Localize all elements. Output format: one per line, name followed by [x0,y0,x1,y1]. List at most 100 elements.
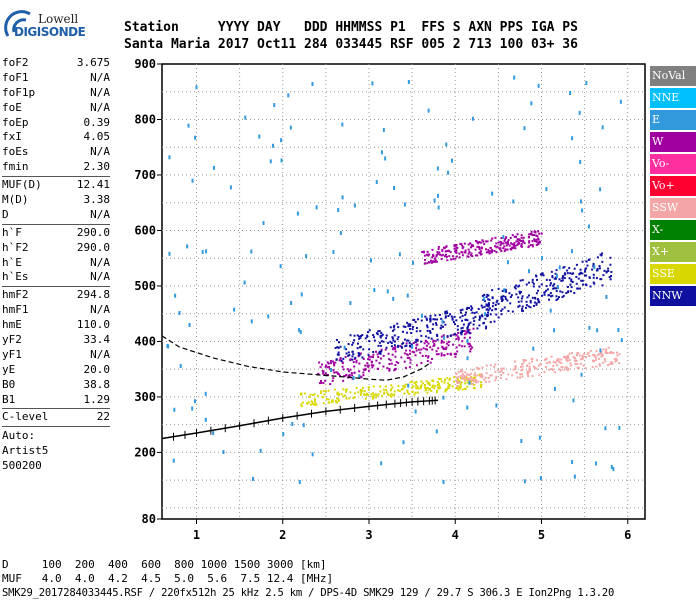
echo-point [387,393,390,396]
echo-point [355,386,358,389]
echo-point [458,344,461,347]
echo-point [556,273,559,278]
echo-point [325,364,328,367]
x-tick-label: 4 [452,528,459,542]
echo-point [438,313,441,316]
echo-point [429,361,432,364]
echo-point [615,357,618,360]
param-value: 12.41 [76,178,110,192]
echo-point [407,323,410,326]
echo-point [456,384,459,387]
echo-point [543,291,546,294]
echo-point [573,267,576,270]
echo-point [443,347,446,350]
echo-point [449,313,452,316]
echo-point [456,350,459,353]
echo-point [204,391,207,396]
echo-point [599,187,602,192]
echo-point [583,352,586,355]
echo-point [461,251,464,254]
echo-point [339,230,342,235]
echo-point [561,277,564,280]
echo-point [259,448,262,453]
echo-point [575,282,578,285]
echo-point [525,359,528,362]
echo-point [356,334,359,337]
echo-point [380,331,383,334]
echo-point [463,330,466,333]
echo-point [471,368,474,371]
echo-point [474,376,477,379]
echo-point [557,285,560,290]
echo-point [405,353,408,356]
echo-point [433,198,436,203]
echo-point [347,354,350,357]
echo-point [458,387,461,390]
echo-point [569,272,572,275]
echo-point [472,323,475,326]
echo-point [431,256,434,259]
echo-point [409,323,412,326]
echo-point [527,305,530,308]
echo-point [552,364,555,367]
echo-point [395,361,398,364]
echo-point [467,330,470,333]
echo-point [428,388,431,391]
legend-entry: E [650,110,696,130]
echo-point [449,251,452,254]
echo-point [592,353,595,356]
echo-point [609,362,612,365]
echo-point [303,392,306,395]
echo-point [478,367,481,370]
echo-point [477,367,480,370]
echo-point [368,329,371,332]
echo-point [375,350,378,353]
echo-point [444,323,447,326]
echo-point [372,396,375,399]
echo-point [598,267,601,270]
echo-point [584,268,587,271]
echo-point [500,309,503,312]
echo-point [420,334,423,337]
param-name: hmF2 [2,288,29,302]
echo-point [556,297,559,300]
echo-point [324,379,327,382]
echo-point [453,353,456,356]
echo-point [414,341,417,344]
param-row: hmE 110.0 [2,318,110,333]
param-value: 290.0 [76,240,110,254]
echo-point [354,356,357,359]
echo-point [300,405,303,408]
echo-point [529,301,532,304]
echo-point [407,339,410,342]
echo-point [553,371,556,374]
echo-point [503,239,506,242]
echo-point [332,377,335,380]
echo-point [374,396,377,399]
echo-point [400,356,403,359]
echo-point [408,341,411,344]
echo-point [400,345,403,348]
echo-point [601,252,604,255]
echo-point [379,335,382,338]
echo-point [441,325,444,328]
echo-point [554,272,557,275]
echo-point [338,341,341,344]
echo-point [600,278,603,281]
echo-point [484,312,487,317]
echo-point [377,367,380,370]
echo-point [444,310,447,313]
echo-point [464,251,467,254]
echo-point [366,335,369,338]
echo-point [520,236,523,239]
echo-point [500,250,503,253]
echo-point [323,393,326,396]
param-value: 2.30 [83,160,111,174]
param-separator [2,176,110,178]
echo-point [360,390,363,393]
echo-point [464,249,467,252]
echo-point [558,361,561,364]
echo-point [516,243,519,246]
echo-point [481,239,484,242]
param-row: yF2 33.4 [2,333,110,348]
